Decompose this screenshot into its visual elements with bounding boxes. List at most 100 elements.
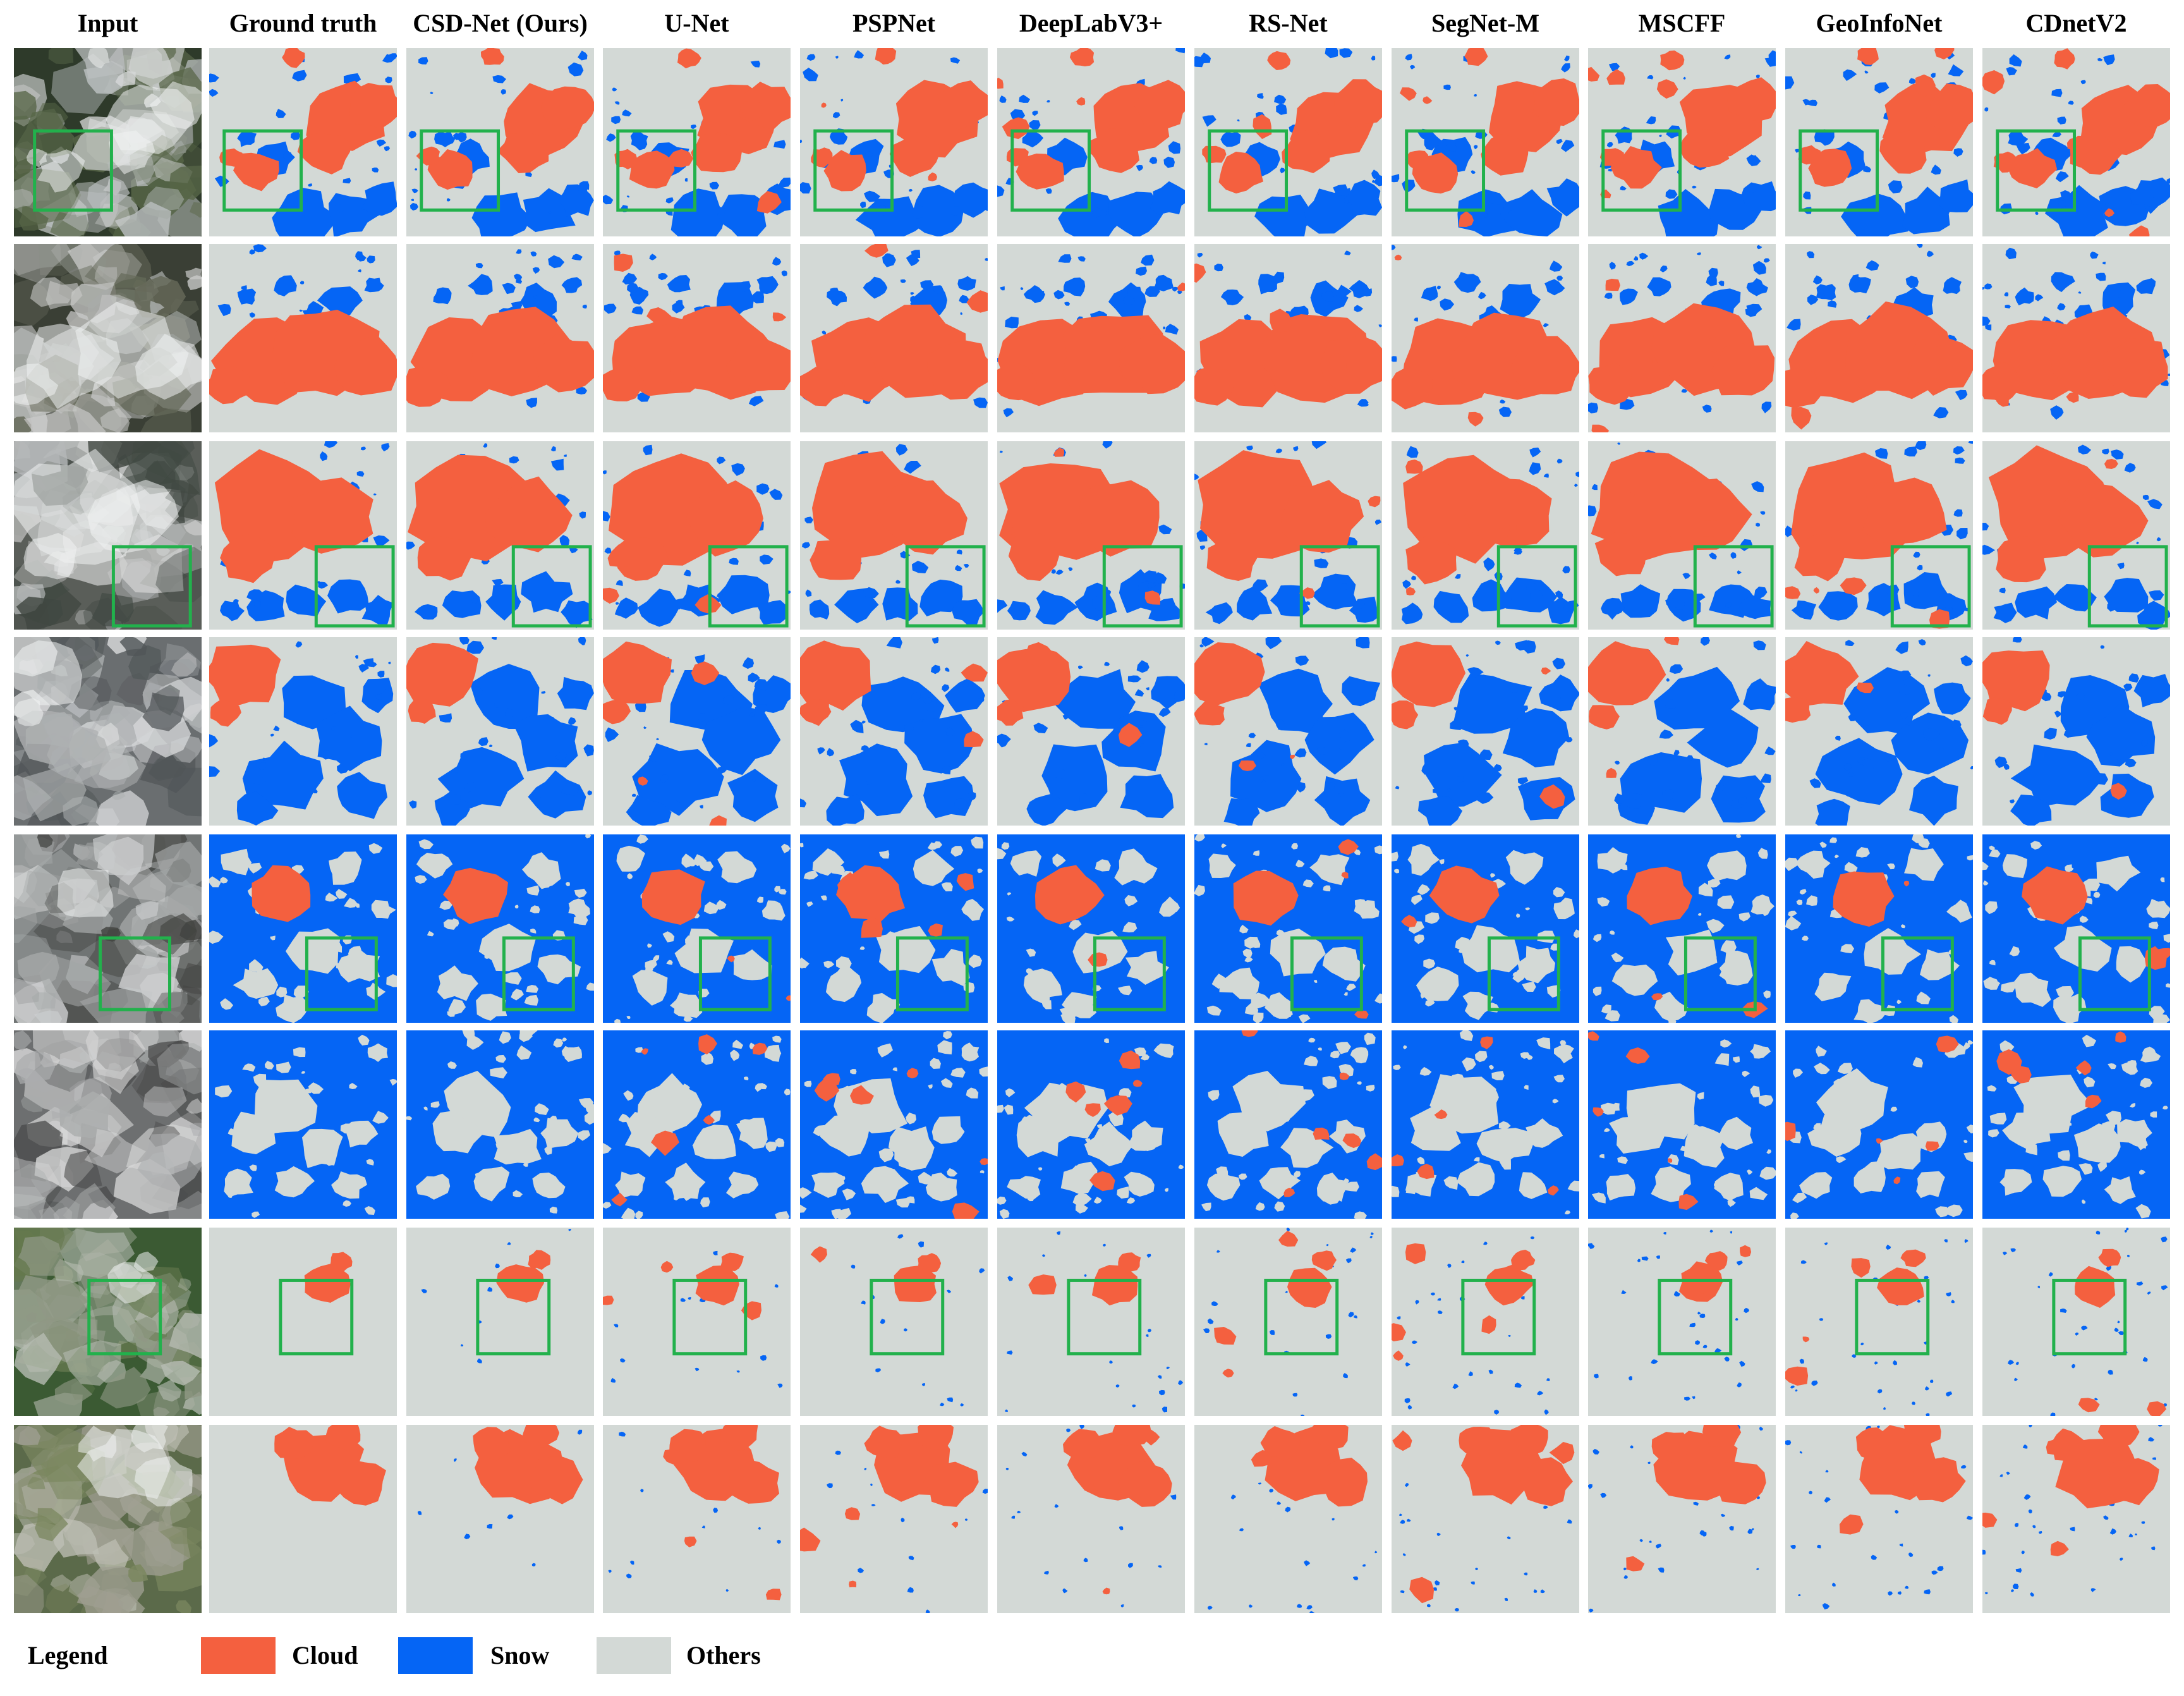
segmentation-map-tile bbox=[406, 48, 594, 236]
segmentation-map-tile bbox=[1194, 1425, 1382, 1613]
legend-label-others: Others bbox=[686, 1641, 761, 1669]
segmentation-map-tile bbox=[1785, 1425, 1973, 1613]
highlight-box bbox=[905, 545, 986, 628]
highlight-box bbox=[1010, 129, 1091, 212]
highlight-box bbox=[1208, 129, 1289, 212]
segmentation-map-tile bbox=[1785, 244, 1973, 432]
highlight-box bbox=[111, 545, 192, 628]
segmentation-map-tile bbox=[800, 441, 988, 630]
segmentation-map-tile bbox=[1785, 1228, 1973, 1416]
segmentation-map-tile bbox=[1785, 834, 1973, 1023]
segmentation-map-tile bbox=[209, 834, 397, 1023]
segmentation-map-tile bbox=[800, 1425, 988, 1613]
segmentation-map-tile bbox=[997, 441, 1185, 630]
highlight-box bbox=[1093, 936, 1166, 1011]
highlight-box bbox=[305, 936, 378, 1011]
column-header: GeoInfoNet bbox=[1816, 9, 1943, 37]
segmentation-map-tile bbox=[1588, 1030, 1776, 1219]
segmentation-map-tile bbox=[997, 48, 1185, 236]
segmentation-map-tile bbox=[1392, 834, 1579, 1023]
segmentation-map-tile bbox=[1194, 48, 1382, 236]
segmentation-map-tile bbox=[997, 1425, 1185, 1613]
segmentation-map-tile bbox=[406, 1030, 594, 1219]
segmentation-map-tile bbox=[1982, 1228, 2170, 1416]
segmentation-map-tile bbox=[406, 637, 594, 826]
segmentation-map-tile bbox=[1392, 48, 1579, 236]
highlight-box bbox=[1881, 936, 1954, 1011]
segmentation-map-tile bbox=[800, 637, 988, 826]
input-image-tile bbox=[14, 441, 202, 630]
highlight-box bbox=[870, 1278, 945, 1356]
highlight-box bbox=[87, 1278, 162, 1356]
segmentation-map-tile bbox=[800, 1228, 988, 1416]
column-header: U-Net bbox=[664, 9, 729, 37]
segmentation-map-tile bbox=[603, 834, 791, 1023]
segmentation-map-tile bbox=[997, 1030, 1185, 1219]
column-header: RS-Net bbox=[1249, 9, 1328, 37]
highlight-box bbox=[1496, 545, 1577, 628]
segmentation-map-tile bbox=[1588, 637, 1776, 826]
segmentation-map-tile bbox=[1588, 48, 1776, 236]
legend: Legend Cloud Snow Others bbox=[28, 1637, 761, 1674]
highlight-box bbox=[99, 936, 172, 1011]
highlight-box bbox=[1461, 1278, 1536, 1356]
segmentation-map-tile bbox=[1194, 1228, 1382, 1416]
highlight-box bbox=[2087, 545, 2168, 628]
segmentation-map-tile bbox=[603, 48, 791, 236]
highlight-box bbox=[2052, 1278, 2127, 1356]
segmentation-map-tile bbox=[1588, 1228, 1776, 1416]
segmentation-map-tile bbox=[209, 441, 397, 630]
column-header: CDnetV2 bbox=[2026, 9, 2127, 37]
legend-swatch-snow bbox=[398, 1637, 473, 1674]
segmentation-map-tile bbox=[1588, 834, 1776, 1023]
segmentation-map-tile bbox=[603, 1228, 791, 1416]
segmentation-map-tile bbox=[1194, 244, 1382, 432]
segmentation-map-tile bbox=[1392, 244, 1579, 432]
legend-label-snow: Snow bbox=[490, 1641, 549, 1669]
highlight-box bbox=[813, 129, 894, 212]
segmentation-map-tile bbox=[406, 1425, 594, 1613]
segmentation-map-tile bbox=[1392, 637, 1579, 826]
segmentation-map-tile bbox=[1392, 441, 1579, 630]
highlight-box bbox=[1658, 1278, 1733, 1356]
highlight-box bbox=[616, 129, 697, 212]
highlight-box bbox=[420, 129, 500, 212]
segmentation-map-tile bbox=[1194, 637, 1382, 826]
column-header: PSPNet bbox=[852, 9, 936, 37]
segmentation-map-tile bbox=[209, 244, 397, 432]
highlight-box bbox=[1102, 545, 1183, 628]
highlight-box bbox=[502, 936, 575, 1011]
segmentation-map-tile bbox=[1785, 441, 1973, 630]
highlight-box bbox=[279, 1278, 354, 1356]
segmentation-map-tile bbox=[1392, 1425, 1579, 1613]
segmentation-map-tile bbox=[1194, 1030, 1382, 1219]
highlight-box bbox=[1299, 545, 1380, 628]
highlight-box bbox=[1996, 129, 2077, 212]
segmentation-map-tile bbox=[1982, 1030, 2170, 1219]
input-image-tile bbox=[14, 1425, 202, 1613]
highlight-box bbox=[1290, 936, 1363, 1011]
segmentation-map-tile bbox=[603, 1425, 791, 1613]
segmentation-map-tile bbox=[209, 637, 397, 826]
result-grid bbox=[14, 48, 2170, 1613]
input-image-tile bbox=[14, 637, 202, 826]
segmentation-map-tile bbox=[603, 1030, 791, 1219]
highlight-box bbox=[1405, 129, 1486, 212]
segmentation-map-tile bbox=[209, 1228, 397, 1416]
segmentation-map-tile bbox=[406, 244, 594, 432]
highlight-box bbox=[895, 936, 969, 1011]
highlight-box bbox=[1890, 545, 1971, 628]
column-header: DeepLabV3+ bbox=[1019, 9, 1163, 37]
input-image-tile bbox=[14, 1228, 202, 1416]
segmentation-map-tile bbox=[1392, 1228, 1579, 1416]
segmentation-map-tile bbox=[1982, 834, 2170, 1023]
segmentation-map-tile bbox=[209, 1425, 397, 1613]
highlight-box bbox=[1684, 936, 1757, 1011]
segmentation-map-tile bbox=[1785, 48, 1973, 236]
highlight-box bbox=[1855, 1278, 1930, 1356]
highlight-box bbox=[2078, 936, 2151, 1011]
highlight-box bbox=[476, 1278, 551, 1356]
segmentation-map-tile bbox=[406, 441, 594, 630]
segmentation-map-tile bbox=[1982, 1425, 2170, 1613]
